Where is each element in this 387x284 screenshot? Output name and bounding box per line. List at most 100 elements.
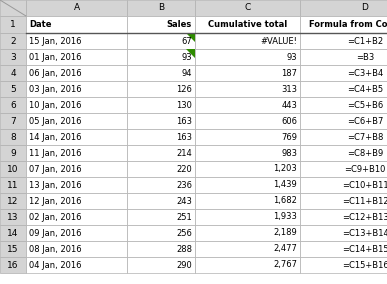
- Text: 13: 13: [7, 212, 19, 222]
- Bar: [127, 257, 195, 273]
- Bar: [195, 49, 300, 65]
- Bar: [300, 129, 387, 145]
- Bar: [0, 225, 26, 241]
- Text: 03 Jan, 2016: 03 Jan, 2016: [29, 85, 82, 93]
- Text: 93: 93: [182, 53, 192, 62]
- Text: 1,203: 1,203: [273, 164, 297, 174]
- Text: #VALUE!: #VALUE!: [260, 37, 297, 45]
- Bar: [195, 97, 300, 113]
- Bar: [195, 65, 300, 81]
- Bar: [26, 145, 127, 161]
- Bar: [0, 65, 26, 81]
- Text: 13 Jan, 2016: 13 Jan, 2016: [29, 181, 82, 189]
- Bar: [300, 33, 387, 49]
- Bar: [0, 209, 26, 225]
- Text: =C9+B10: =C9+B10: [344, 164, 386, 174]
- Bar: [0, 81, 26, 97]
- Bar: [127, 33, 195, 49]
- Text: =C1+B2: =C1+B2: [347, 37, 383, 45]
- Bar: [127, 49, 195, 65]
- Text: 1,682: 1,682: [273, 197, 297, 206]
- Text: 16: 16: [7, 260, 19, 270]
- Bar: [0, 16, 26, 33]
- Text: D: D: [361, 3, 368, 12]
- Bar: [0, 33, 26, 49]
- Bar: [195, 209, 300, 225]
- Text: 163: 163: [176, 133, 192, 141]
- Bar: [0, 145, 26, 161]
- Text: Date: Date: [29, 20, 51, 29]
- Bar: [127, 65, 195, 81]
- Bar: [0, 97, 26, 113]
- Bar: [300, 49, 387, 65]
- Text: 2: 2: [10, 37, 16, 45]
- Bar: [300, 177, 387, 193]
- Bar: [195, 225, 300, 241]
- Bar: [127, 0, 195, 16]
- Bar: [0, 177, 26, 193]
- Text: 1: 1: [10, 20, 16, 29]
- Text: 07 Jan, 2016: 07 Jan, 2016: [29, 164, 82, 174]
- Bar: [26, 161, 127, 177]
- Text: 2,477: 2,477: [273, 245, 297, 254]
- Bar: [26, 241, 127, 257]
- Bar: [127, 16, 195, 33]
- Polygon shape: [186, 33, 195, 42]
- Text: 9: 9: [10, 149, 16, 158]
- Text: =C7+B8: =C7+B8: [347, 133, 383, 141]
- Text: 01 Jan, 2016: 01 Jan, 2016: [29, 53, 82, 62]
- Bar: [195, 193, 300, 209]
- Bar: [195, 113, 300, 129]
- Bar: [300, 16, 387, 33]
- Bar: [26, 33, 127, 49]
- Text: 163: 163: [176, 116, 192, 126]
- Bar: [0, 113, 26, 129]
- Bar: [127, 225, 195, 241]
- Text: 187: 187: [281, 68, 297, 78]
- Bar: [127, 161, 195, 177]
- Text: 236: 236: [176, 181, 192, 189]
- Bar: [127, 193, 195, 209]
- Bar: [26, 16, 127, 33]
- Text: 7: 7: [10, 116, 16, 126]
- Bar: [26, 257, 127, 273]
- Text: 4: 4: [10, 68, 16, 78]
- Bar: [127, 177, 195, 193]
- Text: 67: 67: [181, 37, 192, 45]
- Text: =C12+B13: =C12+B13: [342, 212, 387, 222]
- Text: 6: 6: [10, 101, 16, 110]
- Text: =C6+B7: =C6+B7: [347, 116, 383, 126]
- Text: =C15+B16: =C15+B16: [342, 260, 387, 270]
- Bar: [300, 0, 387, 16]
- Text: 130: 130: [176, 101, 192, 110]
- Bar: [195, 145, 300, 161]
- Text: 10: 10: [7, 164, 19, 174]
- Text: =C4+B5: =C4+B5: [347, 85, 383, 93]
- Text: 94: 94: [182, 68, 192, 78]
- Text: 220: 220: [176, 164, 192, 174]
- Bar: [127, 97, 195, 113]
- Text: 15 Jan, 2016: 15 Jan, 2016: [29, 37, 82, 45]
- Bar: [300, 241, 387, 257]
- Text: B: B: [158, 3, 164, 12]
- Text: 2,767: 2,767: [273, 260, 297, 270]
- Bar: [26, 113, 127, 129]
- Bar: [127, 113, 195, 129]
- Bar: [127, 81, 195, 97]
- Text: 15: 15: [7, 245, 19, 254]
- Text: 5: 5: [10, 85, 16, 93]
- Text: 02 Jan, 2016: 02 Jan, 2016: [29, 212, 82, 222]
- Text: =C11+B12: =C11+B12: [342, 197, 387, 206]
- Bar: [0, 257, 26, 273]
- Text: 04 Jan, 2016: 04 Jan, 2016: [29, 260, 82, 270]
- Text: 05 Jan, 2016: 05 Jan, 2016: [29, 116, 82, 126]
- Text: 8: 8: [10, 133, 16, 141]
- Bar: [0, 161, 26, 177]
- Bar: [300, 81, 387, 97]
- Text: 12 Jan, 2016: 12 Jan, 2016: [29, 197, 82, 206]
- Text: =C3+B4: =C3+B4: [347, 68, 383, 78]
- Bar: [300, 97, 387, 113]
- Bar: [26, 193, 127, 209]
- Text: 606: 606: [281, 116, 297, 126]
- Bar: [195, 161, 300, 177]
